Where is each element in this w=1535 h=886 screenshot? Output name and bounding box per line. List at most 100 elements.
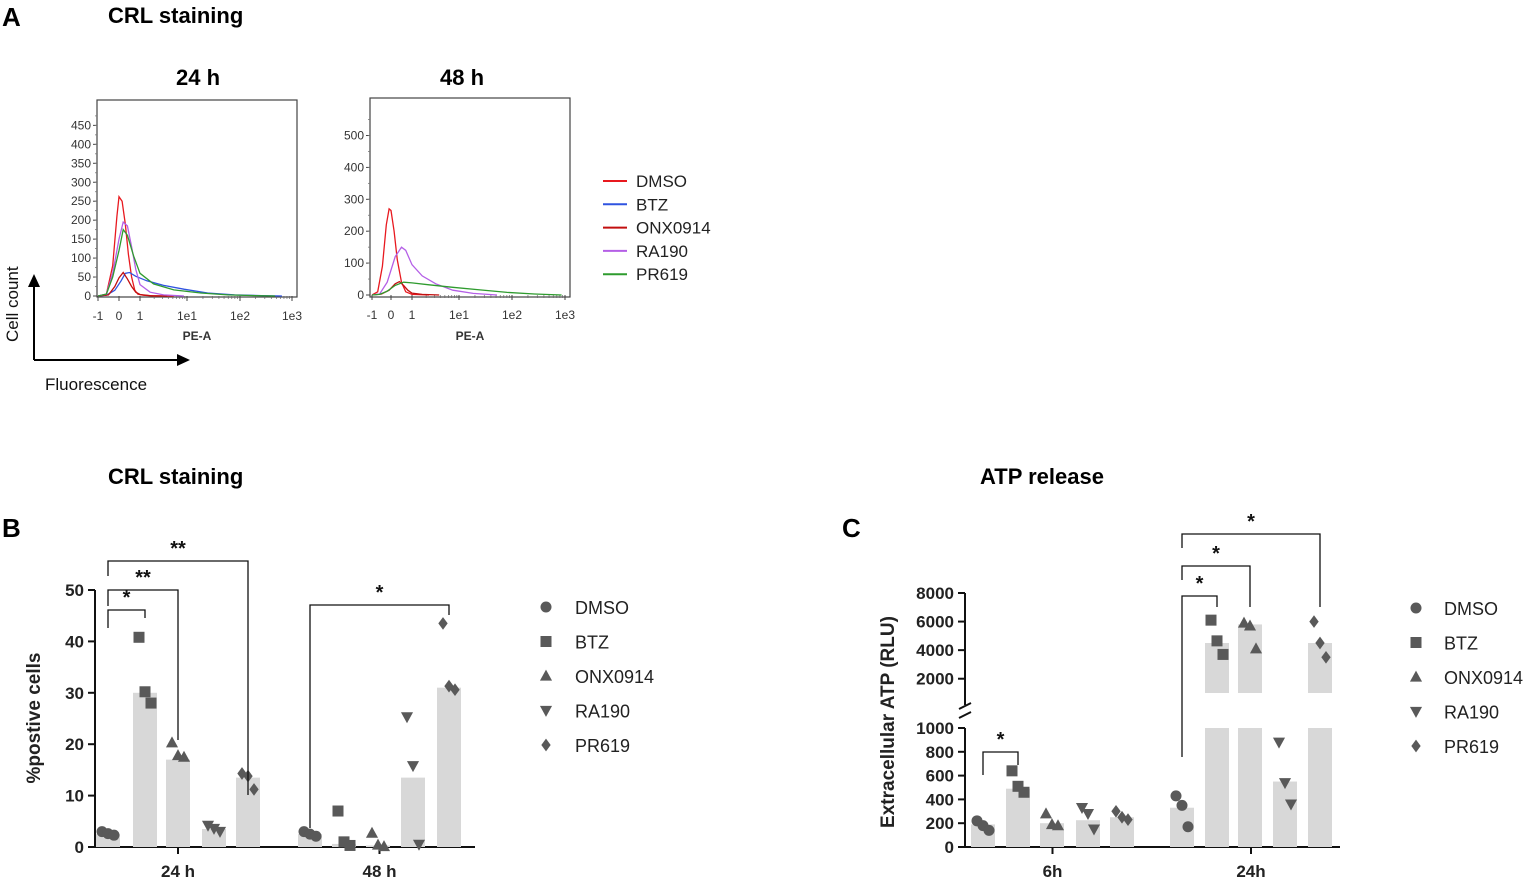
ytick-label-600: 600 [926,767,954,786]
point-24-h-btz [139,686,151,698]
legend-marker-ra190 [1409,706,1423,718]
point-24h-ra190 [1284,799,1298,811]
atp-bar-chart: 0 200 400 600 800 1000 2000 4000 6000 8000 6h 24h * *… [916,511,1340,881]
point-6h-ra190 [1081,809,1095,821]
legend-marker-onx0914 [1409,670,1423,682]
sig-bracket-onx-24h [107,589,179,740]
axis-break-bottom [958,711,972,719]
xtick-label-1e2: 1e2 [230,309,250,323]
xtick-label-1e2: 1e2 [502,308,522,322]
point-6h-pr619 [1111,804,1121,818]
crl-bar-ylabel: %postive cells [24,653,45,784]
y-arrow-label: Cell count [3,266,22,342]
ytick-label-20: 20 [65,735,84,754]
ytick-label-400: 400 [71,137,91,151]
bar-6h-ra190 [1076,820,1100,847]
point-48-h-onx0914 [377,840,391,852]
ytick-label-500: 500 [344,129,364,143]
ytick-label-200: 200 [71,213,91,227]
legend-atp-bar: DMSO BTZ ONX0914 RA190 PR619 [1409,599,1523,757]
xtick-label-48-h: 48 h [362,862,396,881]
ytick-label-300: 300 [344,192,364,206]
point-48-h-pr619 [444,679,454,693]
point-24-h-btz [133,631,145,643]
point-48-h-onx0914 [365,826,379,838]
axis-arrows: Cell count Fluorescence [3,266,190,394]
bar-24h-onx0914 [1238,728,1262,847]
sig-bracket-onx-24h [1181,565,1251,607]
bar-24h-btz [1205,728,1229,847]
legend-label-btz: BTZ [636,195,668,214]
point-24-h-btz [145,697,157,709]
point-24h-ra190 [1278,778,1292,790]
series-line-ra190 [97,220,184,297]
sig-bracket-pr619-24h-stars: ** [170,538,186,560]
xtick-label-0: 0 [388,308,395,322]
legend-label-onx0914: ONX0914 [575,667,654,687]
legend-histogram: DMSO BTZ ONX0914 RA190 PR619 [603,172,711,284]
bar-24h-ra190 [1273,781,1297,847]
ytick-label-250: 250 [71,194,91,208]
point-24h-pr619 [1315,636,1325,650]
panel-a-title: CRL staining [108,3,243,28]
point-24-h-pr619 [237,767,247,780]
xtick-label-6h: 6h [1043,862,1063,881]
ytick-label-40: 40 [65,632,84,651]
point-6h-ra190 [1075,803,1089,815]
xtick-label-1e1: 1e1 [449,308,469,322]
point-24-h-dmso [108,829,120,841]
point-24h-pr619 [1309,615,1319,628]
point-48-h-ra190 [400,712,414,724]
sig-bracket-pr619-24h-stars: * [1247,511,1255,533]
ytick-label-450: 450 [71,118,91,132]
ytick-label-2000: 2000 [916,670,954,689]
xtick-label-0: 0 [116,309,123,323]
ytick-label-0: 0 [945,838,954,857]
point-24h-dmso [1176,799,1188,811]
legend-marker-pr619 [1411,739,1421,753]
point-24h-btz [1211,635,1223,647]
legend-label-onx0914: ONX0914 [636,219,711,238]
legend-label-pr619: PR619 [636,265,688,284]
point-6h-onx0914 [1039,807,1053,819]
sig-bracket-pr619-24h [1181,533,1321,607]
ytick-label-50: 50 [78,270,92,284]
legend-marker-dmso [1410,602,1422,614]
ytick-label-100: 100 [71,251,91,265]
sig-bracket-btz-24h [107,609,146,628]
histogram-48h-xlabel: PE-A [456,329,485,343]
sig-bracket-pr619-24h [107,560,249,795]
sig-bracket-btz-24h-stars: * [1196,573,1204,595]
histogram-24h-frame [96,99,298,298]
legend-label-pr619: PR619 [1444,737,1499,757]
legend-marker-ra190 [539,705,553,717]
series-line-onx0914 [97,271,168,297]
ytick-label-400: 400 [344,160,364,174]
point-24-h-pr619 [249,783,259,796]
xtick-label-24-h: 24 h [161,862,195,881]
legend-label-pr619: PR619 [575,736,630,756]
point-48-h-pr619 [450,683,460,697]
ytick-label-8000: 8000 [916,584,954,603]
point-24h-dmso [1182,821,1194,833]
point-6h-btz [1018,786,1030,798]
y-arrow-head [28,274,40,287]
series-line-dmso [371,207,430,296]
atp-bar-ylabel: Extracellular ATP (RLU) [878,616,899,828]
ytick-label-1000: 1000 [916,719,954,738]
legend-marker-pr619 [541,738,551,752]
point-48-h-btz [344,839,356,851]
histogram-48h-frame [369,97,571,298]
legend-marker-btz [1410,637,1422,648]
series-line-ra190 [371,246,498,296]
series-line-pr619 [97,228,276,297]
point-24-h-onx0914 [177,750,191,762]
sig-bracket-btz-24h-stars: * [123,587,131,609]
xtick-label--1: -1 [367,308,378,322]
histogram-48h-title: 48 h [440,65,484,90]
ytick-label-50: 50 [65,581,84,600]
legend-marker-btz [540,636,552,647]
xtick-label-1: 1 [409,308,416,322]
legend-label-dmso: DMSO [575,598,629,618]
